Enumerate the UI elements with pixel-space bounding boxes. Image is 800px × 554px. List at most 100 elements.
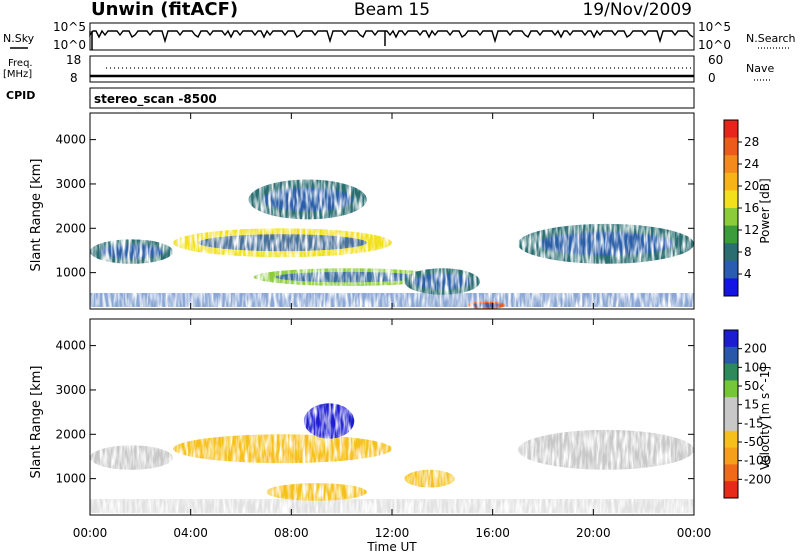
ground-scatter <box>90 293 694 307</box>
colorbar-segment <box>724 380 738 398</box>
y-tick-label: 3000 <box>55 383 86 397</box>
echo-region <box>90 445 174 470</box>
colorbar-segment <box>724 190 738 209</box>
colorbar-segment <box>724 414 738 432</box>
colorbar-tick-label: 200 <box>744 342 767 356</box>
x-tick-label: 00:00 <box>677 526 712 540</box>
cpid-label: CPID <box>6 89 35 102</box>
x-tick-label: 00:00 <box>73 526 108 540</box>
colorbar-segment <box>724 363 738 381</box>
colorbar-frame <box>723 329 739 499</box>
echo-region <box>173 434 392 464</box>
colorbar-segment <box>724 397 738 415</box>
power-colorbar: 28 24 20 16 12 8 4 <box>723 119 759 297</box>
x-tick-label: 20:00 <box>576 526 611 540</box>
echo-region <box>404 469 455 488</box>
power-cbar-label: Power [dB] <box>758 178 772 243</box>
velocity-echoes <box>90 403 694 513</box>
colorbar-tick-label: 28 <box>744 135 759 149</box>
freq-label: Freq. <box>8 58 33 69</box>
echo-region-core <box>413 273 472 290</box>
colorbar-segment <box>724 330 738 348</box>
colorbar-segment <box>724 481 738 499</box>
power-echoes <box>90 179 694 309</box>
echo-region-core <box>538 232 674 256</box>
noise-panel <box>89 22 695 51</box>
noise-trace <box>89 29 694 50</box>
freq-tick-top-right: 60 <box>708 53 723 67</box>
echo-region <box>517 429 694 470</box>
ground-scatter <box>90 499 694 513</box>
freq-trace <box>90 67 694 78</box>
y-tick-label: 1000 <box>55 472 86 486</box>
x-tick-label: 08:00 <box>274 526 309 540</box>
y-tick-label: 2000 <box>55 221 86 235</box>
colorbar-segment <box>724 430 738 449</box>
colorbar-segment <box>724 225 738 244</box>
velocity-panel-frame <box>89 318 695 516</box>
beam-title: Beam 15 <box>354 0 430 20</box>
colorbar-tick-label: 15 <box>744 398 759 412</box>
station-title: Unwin (fitACF) <box>91 0 238 20</box>
date-title: 19/Nov/2009 <box>582 0 692 20</box>
colorbar-tick-label: -200 <box>744 472 771 486</box>
echo-region-core <box>275 271 421 283</box>
noise-tick-top-right: 10^5 <box>698 20 731 34</box>
nave-label: Nave <box>746 62 774 75</box>
x-tick-label: 12:00 <box>375 526 410 540</box>
cpid-panel <box>89 87 695 109</box>
echo-region-core <box>99 244 164 259</box>
y-tick-label: 2000 <box>55 427 86 441</box>
colorbar-tick-label: 24 <box>744 157 759 171</box>
x-tick-label: 16:00 <box>475 526 510 540</box>
colorbar-tick-label: -100 <box>744 454 771 468</box>
y-tick-label: 1000 <box>55 266 86 280</box>
y-tick-label: 4000 <box>55 339 86 353</box>
colorbar-tick-label: 50 <box>744 379 759 393</box>
colorbar-segment <box>724 155 738 174</box>
x-axis-label: Time UT <box>366 540 417 554</box>
colorbar-segment <box>724 464 738 482</box>
y-tick-label: 3000 <box>55 177 86 191</box>
power-yticks: 4000 3000 2000 1000 <box>55 133 694 280</box>
velocity-yticks: 4000 3000 2000 1000 <box>55 339 694 486</box>
echo-region-core <box>262 187 354 212</box>
colorbar-segment <box>724 208 738 227</box>
colorbar-tick-label: 4 <box>744 267 752 281</box>
cpid-value: stereo_scan -8500 <box>94 92 217 107</box>
velocity-colorbar: 200 100 50 15 -15 -50 -100 -200 <box>723 329 771 499</box>
freq-tick-top-left: 18 <box>66 53 81 67</box>
noise-tick-top-left: 10^5 <box>53 20 86 34</box>
colorbar-tick-label: -15 <box>744 416 764 430</box>
colorbar-tick-label: 12 <box>744 223 759 237</box>
colorbar-tick-label: 100 <box>744 360 767 374</box>
colorbar-segment <box>724 172 738 191</box>
colorbar-tick-label: -50 <box>744 435 764 449</box>
x-axis-ticks: 00:00 04:00 08:00 12:00 16:00 20:00 00:00 <box>73 113 712 540</box>
nsky-label: N.Sky <box>3 32 35 45</box>
power-ylabel: Slant Range [km] <box>29 159 44 272</box>
freq-tick-bottom-left: 8 <box>70 71 78 85</box>
colorbar-tick-label: 16 <box>744 201 759 215</box>
colorbar-segment <box>724 260 738 279</box>
colorbar-segment <box>724 137 738 156</box>
colorbar-tick-label: 8 <box>744 245 752 259</box>
colorbar-segment <box>724 243 738 262</box>
colorbar-segment <box>724 447 738 465</box>
noise-tick-bottom-right: 10^0 <box>698 38 731 52</box>
echo-region <box>266 483 367 501</box>
freq-panel <box>89 55 695 83</box>
freq-tick-bottom-right: 0 <box>708 71 716 85</box>
y-tick-label: 4000 <box>55 133 86 147</box>
velocity-cbar-label: Velocity [m s^-1] <box>758 366 772 470</box>
echo-region-core <box>471 303 501 308</box>
colorbar-segment <box>724 278 738 297</box>
noise-tick-bottom-left: 10^0 <box>53 38 86 52</box>
colorbar-segment <box>724 346 738 365</box>
velocity-ylabel: Slant Range [km] <box>29 366 44 479</box>
x-tick-label: 04:00 <box>173 526 208 540</box>
freq-unit-label: [MHz] <box>3 69 32 80</box>
echo-region-core <box>198 234 367 252</box>
colorbar-segment <box>724 120 738 139</box>
